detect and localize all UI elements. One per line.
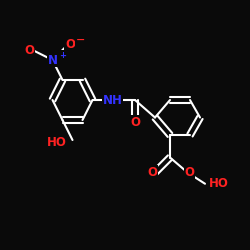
Text: −: − [76, 35, 85, 45]
Text: NH: NH [102, 94, 122, 106]
Text: O: O [65, 38, 75, 51]
Text: HO: HO [209, 177, 229, 190]
Text: +: + [59, 50, 66, 59]
Text: O: O [24, 44, 34, 57]
Text: O: O [184, 166, 194, 179]
Text: O: O [148, 166, 158, 179]
Text: N: N [48, 54, 58, 66]
Text: HO: HO [46, 136, 66, 149]
Text: O: O [130, 116, 140, 129]
